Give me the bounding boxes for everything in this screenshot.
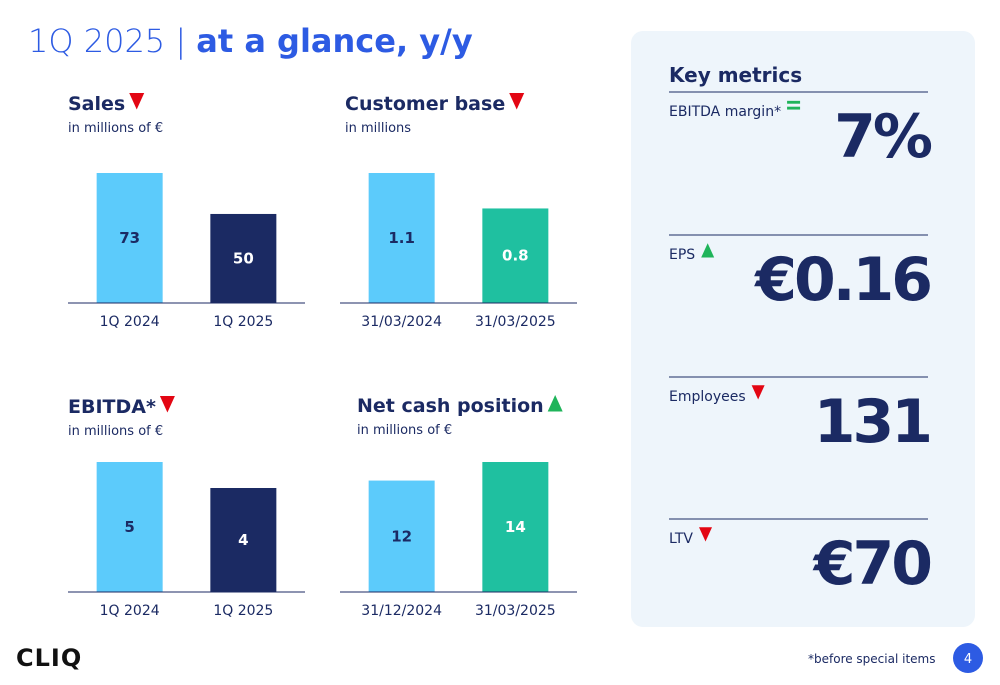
- metrics-panel: [631, 31, 975, 627]
- x-tick-label: 31/03/2024: [361, 314, 442, 330]
- x-tick-label: 1Q 2025: [213, 314, 273, 330]
- bar: [210, 213, 277, 303]
- bar: [368, 480, 435, 592]
- bar-value-label: 14: [505, 518, 526, 536]
- bar-value-label: 12: [391, 527, 412, 545]
- trend-up: [547, 395, 563, 412]
- page-badge: [953, 643, 983, 673]
- metric-value: 7%: [834, 102, 932, 172]
- chart-subtitle: in millions: [345, 121, 411, 136]
- bar-value-label: 73: [119, 229, 140, 247]
- trend-up: [701, 243, 715, 258]
- x-tick-label: 31/03/2025: [475, 603, 556, 619]
- bar: [368, 173, 435, 303]
- bar-value-label: 5: [124, 518, 134, 536]
- metric-label: Employees: [669, 389, 746, 405]
- metric-label: EPS: [669, 247, 695, 263]
- trend-down: [699, 527, 713, 542]
- metric-label: EBITDA margin*: [669, 104, 781, 120]
- trend-down: [751, 385, 765, 400]
- x-tick-label: 31/03/2025: [475, 314, 556, 330]
- logo: CLIQ: [16, 644, 82, 672]
- page-number: 4: [964, 652, 972, 667]
- bar: [482, 208, 549, 303]
- trend-down: [509, 93, 525, 110]
- footnote: *before special items: [808, 652, 935, 666]
- title-prefix: 1Q 2025 |: [28, 22, 186, 60]
- bar: [96, 462, 163, 592]
- trend-equal: [787, 100, 801, 104]
- bar-value-label: 0.8: [502, 247, 529, 265]
- x-tick-label: 1Q 2024: [100, 314, 160, 330]
- x-tick-label: 31/12/2024: [361, 603, 442, 619]
- chart-subtitle: in millions of €: [68, 121, 163, 136]
- chart-title: Customer base: [345, 93, 505, 115]
- bar: [482, 462, 549, 592]
- chart-title: Sales: [68, 93, 125, 115]
- x-tick-label: 1Q 2025: [213, 603, 273, 619]
- bar: [210, 488, 277, 592]
- bar-value-label: 4: [238, 531, 248, 549]
- trend-down: [159, 396, 175, 413]
- slide-title: 1Q 2025 | at a glance, y/y: [28, 22, 473, 60]
- bar-value-label: 50: [233, 249, 254, 267]
- chart-title: EBITDA*: [68, 396, 156, 418]
- metric-value: €0.16: [753, 245, 930, 315]
- trend-equal: [787, 106, 801, 110]
- metric-value: €70: [812, 529, 930, 599]
- chart-subtitle: in millions of €: [68, 424, 163, 439]
- metric-value: 131: [814, 387, 930, 457]
- metric-label: LTV: [669, 531, 693, 547]
- bar-value-label: 1.1: [388, 229, 415, 247]
- chart-title: Net cash position: [357, 395, 544, 417]
- metrics-title: Key metrics: [669, 63, 802, 87]
- chart-subtitle: in millions of €: [357, 423, 452, 438]
- trend-down: [129, 93, 145, 110]
- title-emphasis: at a glance, y/y: [196, 22, 473, 60]
- x-tick-label: 1Q 2024: [100, 603, 160, 619]
- bar: [96, 173, 163, 303]
